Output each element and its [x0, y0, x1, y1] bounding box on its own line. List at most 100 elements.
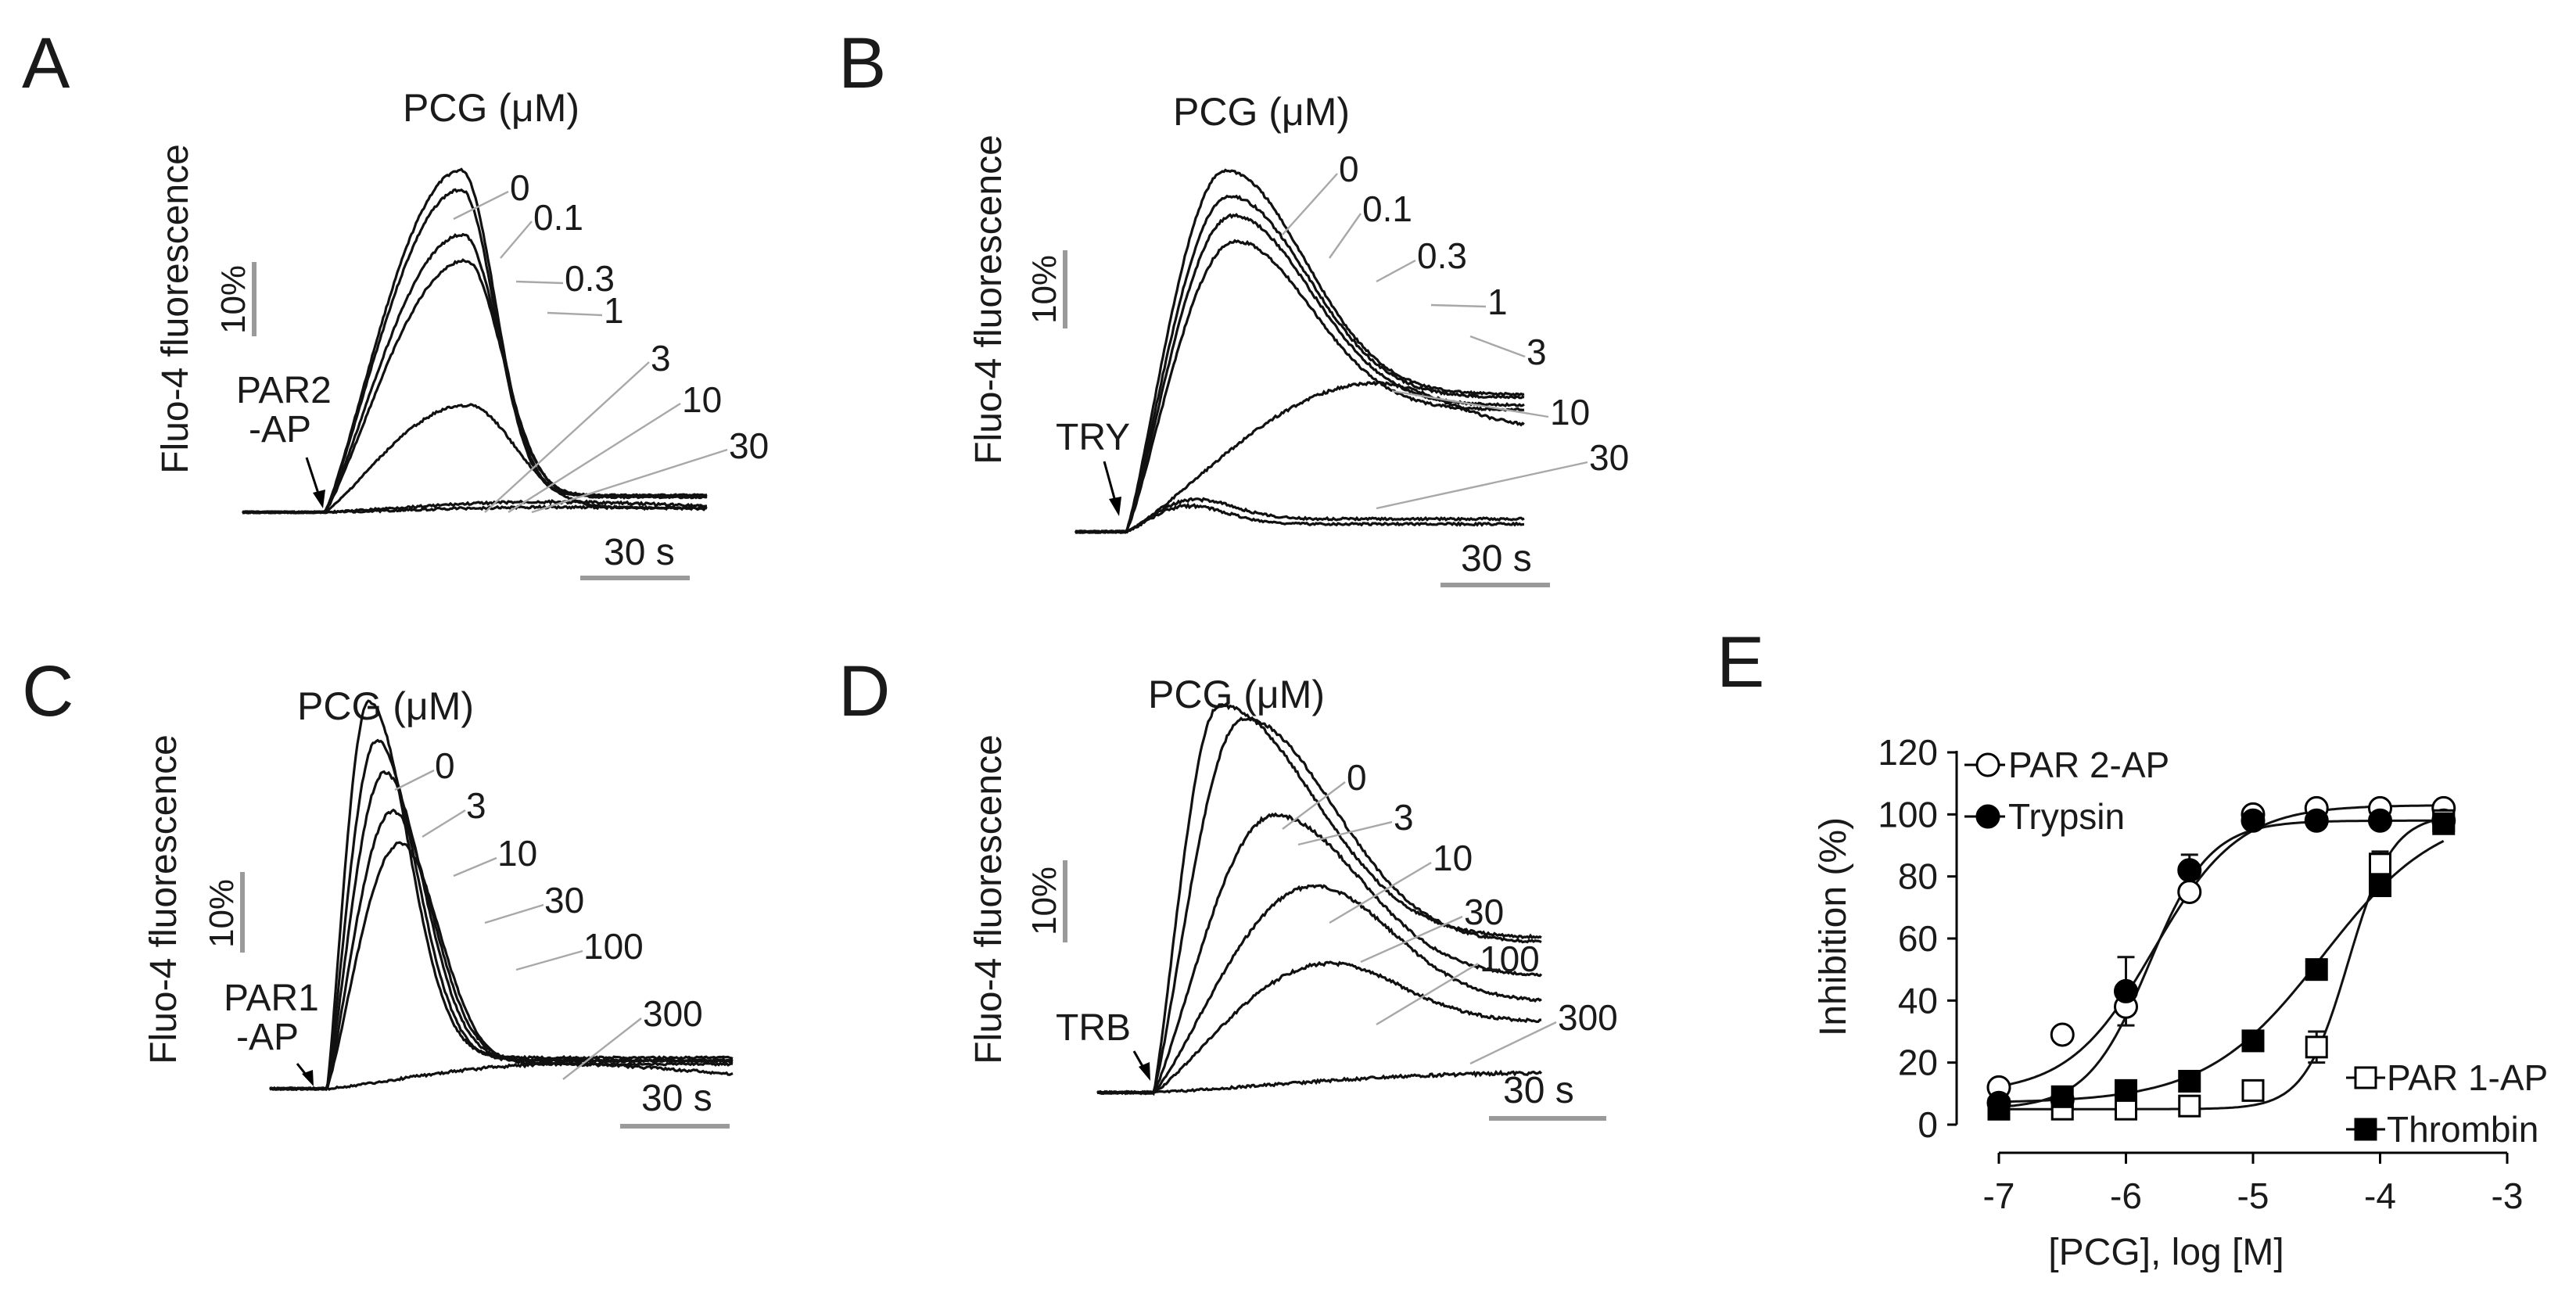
panel-b-traces [1074, 168, 1525, 535]
panel-c-conc-label: 10 [497, 833, 537, 874]
leader-line [500, 221, 533, 259]
panel-d-stimulus-arrowhead [1139, 1062, 1150, 1081]
calcium-trace [1096, 1069, 1543, 1096]
panel-e: E Inhibition (%) [PCG], log [M] 0 20 40 60 8… [1717, 623, 2548, 1273]
calcium-trace [1096, 960, 1542, 1096]
panel-c-letter: C [22, 651, 74, 731]
panel-a-scale-x-label: 30 s [604, 532, 675, 573]
panel-a-conc-label: 10 [682, 379, 722, 420]
calcium-trace [1097, 884, 1542, 1096]
leader-line [1391, 389, 1549, 418]
panel-d-conc-label: 0 [1347, 757, 1367, 798]
panel-b-conc-label: 0.3 [1417, 235, 1467, 276]
panel-a-conc-label: 0.3 [565, 258, 615, 299]
panel-d-conc-label: 100 [1480, 938, 1540, 979]
panel-c-ylabel: Fluo-4 fluorescence [143, 734, 185, 1064]
legend-label: PAR 1-AP [2387, 1057, 2548, 1098]
calcium-trace [242, 167, 708, 515]
x-tick-label: -5 [2237, 1175, 2269, 1216]
leader-line [484, 903, 544, 924]
calcium-trace [242, 504, 708, 515]
calcium-trace [1075, 213, 1525, 535]
panel-c-conc-label: 100 [583, 926, 644, 967]
panel-a-letter: A [22, 23, 70, 103]
x-tick-label: -7 [1983, 1175, 2015, 1216]
y-tick-label: 120 [1878, 732, 1938, 773]
panel-b-stimulus-arrowhead [1109, 497, 1121, 516]
leader-line [1430, 303, 1487, 308]
leader-line [1376, 461, 1588, 510]
data-point-filled-circle [2304, 808, 2329, 833]
calcium-trace [1096, 812, 1543, 1095]
panel-d-leader-lines [1282, 781, 1557, 1065]
leader-line [1469, 1021, 1557, 1065]
panel-e-xlabel: [PCG], log [M] [2048, 1232, 2284, 1273]
leader-line [1282, 173, 1338, 235]
panel-d-conc-label: 3 [1394, 797, 1414, 838]
panel-a-conc-label: 0 [510, 167, 530, 208]
data-point-open-circle [2177, 880, 2202, 904]
panel-c-stimulus-line1: PAR1 [224, 978, 319, 1019]
panel-a-stimulus-line1: PAR2 [236, 370, 332, 411]
panel-a-ylabel: Fluo-4 fluorescence [155, 144, 196, 474]
panel-e-legend-bottom: PAR 1-AP Thrombin [2346, 1057, 2548, 1150]
panel-b-scale-y-label: 10% [1025, 255, 1064, 324]
y-tick-label: 20 [1898, 1043, 1938, 1083]
leader-line [453, 190, 509, 221]
leader-line [1469, 335, 1526, 358]
data-point-filled-square [2305, 958, 2328, 982]
panel-b-title: PCG (μM) [1173, 90, 1350, 134]
panel-a: A PCG (μM) Fluo-4 fluorescence 10% 30 s … [22, 23, 769, 580]
calcium-trace [1075, 239, 1525, 534]
data-point-filled-square [2432, 812, 2456, 835]
panel-c: C PCG (μM) Fluo-4 fluorescence 10% 30 s … [22, 651, 734, 1129]
legend-marker-open-square [2354, 1066, 2377, 1089]
leader-line [562, 1017, 642, 1080]
leader-line [515, 280, 564, 285]
leader-line [1297, 820, 1393, 846]
leader-line [508, 402, 681, 514]
leader-line [547, 311, 603, 317]
data-point-filled-square [2178, 1069, 2201, 1093]
leader-line [422, 809, 466, 838]
panel-e-legend-top: PAR 2-AP Trypsin [1964, 745, 2169, 837]
y-tick-label: 60 [1898, 918, 1938, 959]
data-point-open-square [2305, 1035, 2328, 1059]
panel-d-scale-y-label: 10% [1025, 867, 1064, 935]
panel-b-stimulus-line1: TRY [1056, 417, 1130, 458]
panel-a-conc-label: 3 [651, 338, 671, 379]
panel-a-conc-label: 0.1 [533, 197, 583, 238]
data-point-filled-circle [2114, 978, 2138, 1003]
panel-a-stimulus-line2: -AP [249, 409, 311, 450]
panel-a-conc-label: 30 [729, 425, 769, 466]
panel-b: B PCG (μM) Fluo-4 fluorescence 10% 30 s … [838, 23, 1629, 587]
leader-line [1376, 962, 1479, 1026]
panel-a-leader-lines [453, 190, 728, 514]
leader-line [1329, 861, 1432, 924]
panel-c-title: PCG (μM) [297, 684, 474, 728]
leader-line [515, 949, 583, 971]
panel-d-ylabel: Fluo-4 fluorescence [968, 734, 1010, 1064]
calcium-trace [242, 188, 708, 515]
data-point-filled-square [2241, 1029, 2265, 1053]
panel-a-scale-y-label: 10% [214, 265, 253, 334]
data-point-open-square [2115, 1097, 2137, 1121]
calcium-trace [1075, 497, 1525, 534]
calcium-trace [269, 841, 734, 1091]
panel-c-leader-lines [394, 769, 642, 1080]
y-tick-label: 0 [1918, 1104, 1938, 1145]
panel-c-scale-y-label: 10% [203, 879, 241, 948]
panel-b-leader-lines [1282, 173, 1588, 510]
panel-d-conc-label: 30 [1464, 892, 1504, 932]
x-tick-label: -3 [2492, 1175, 2524, 1216]
x-tick-label: -4 [2364, 1175, 2396, 1216]
panel-b-letter: B [838, 23, 886, 103]
panel-d: D PCG (μM) Fluo-4 fluorescence 10% 30 s … [838, 651, 1618, 1121]
legend-marker-filled-square [2354, 1118, 2377, 1141]
legend-marker-open-circle [1975, 752, 2000, 777]
y-tick-label: 100 [1878, 794, 1938, 834]
panel-c-conc-label: 3 [466, 785, 486, 826]
leader-line [531, 448, 728, 514]
panel-c-conc-label: 0 [435, 745, 455, 786]
